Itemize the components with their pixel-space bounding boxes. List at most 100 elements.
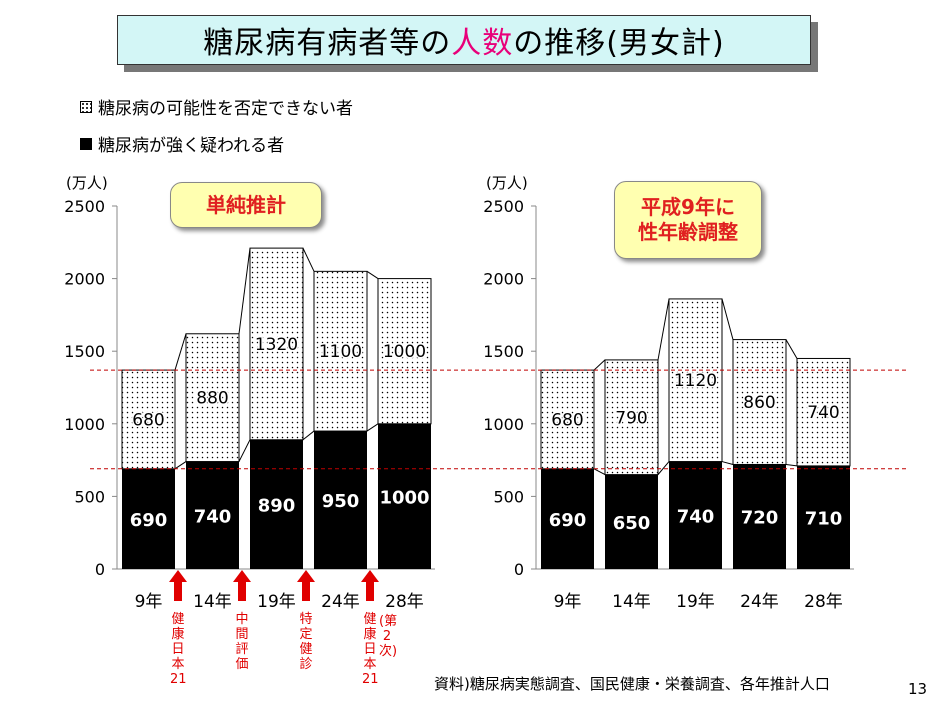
up-arrow-icon xyxy=(169,570,187,601)
title-post: の推移(男女計) xyxy=(513,26,725,61)
left-unit-label: (万人) xyxy=(66,174,108,192)
series-connector-mid xyxy=(174,461,187,470)
bar-possible xyxy=(796,357,851,467)
value-label-possible: 740 xyxy=(807,403,839,423)
series-connector-top xyxy=(302,247,315,272)
series-connector-mid xyxy=(657,461,670,475)
bar-possible xyxy=(604,359,659,476)
series-connector-top xyxy=(657,298,670,361)
bar-strong xyxy=(378,423,431,569)
event-label-line: 評 xyxy=(235,642,249,657)
bar-possible xyxy=(732,339,787,465)
value-label-possible: 880 xyxy=(196,389,228,409)
series-connector-top xyxy=(238,248,251,334)
series-connector-mid xyxy=(302,430,315,441)
legend-item-possible: 糖尿病の可能性を否定できない者 xyxy=(80,94,353,119)
bar-possible xyxy=(668,298,723,463)
event-arrows xyxy=(169,570,379,601)
left-note-text: 単純推計 xyxy=(206,192,286,217)
y-tick-label: 0 xyxy=(95,560,105,579)
event-label-line: 21 xyxy=(362,672,379,687)
value-label-strong: 690 xyxy=(549,510,587,531)
right-note-line-1: 平成9年に xyxy=(641,195,735,219)
dotted-swatch-icon xyxy=(80,100,92,113)
slide-title: 糖尿病有病者等の 人数 の推移(男女計) xyxy=(117,15,811,65)
value-label-strong: 740 xyxy=(194,506,232,527)
legend-label-possible: 糖尿病の可能性を否定できない者 xyxy=(98,99,353,119)
bar-strong xyxy=(186,461,239,569)
event-label-line: 本 xyxy=(363,657,377,672)
bar-possible xyxy=(185,333,240,463)
event-label-line: 間 xyxy=(235,627,249,642)
value-label-strong: 720 xyxy=(741,508,779,529)
bar-strong xyxy=(122,468,175,569)
event-label-line: 日 xyxy=(363,642,377,657)
bar-possible xyxy=(377,278,432,425)
value-label-strong: 710 xyxy=(805,508,843,529)
event-label-line: 診 xyxy=(299,657,313,672)
bar-strong xyxy=(733,464,786,569)
value-label-strong: 690 xyxy=(130,510,168,531)
value-label-strong: 890 xyxy=(258,495,296,516)
y-tick-label: 2000 xyxy=(483,270,524,289)
value-label-strong: 950 xyxy=(322,491,360,512)
left-note-box: 単純推計 xyxy=(170,182,322,228)
value-label-possible: 790 xyxy=(615,408,647,428)
right-unit-label: (万人) xyxy=(486,174,528,192)
series-connector-top xyxy=(174,333,187,371)
bar-possible xyxy=(540,369,595,470)
bar-strong xyxy=(541,468,594,569)
category-label: 19年 xyxy=(257,592,296,612)
category-label: 24年 xyxy=(321,592,360,612)
value-label-possible: 680 xyxy=(132,410,164,430)
event-label: 特定健診 xyxy=(298,612,314,672)
event-label-line: 価 xyxy=(235,657,249,672)
source-note: 資料)糖尿病実態調査、国民健康・栄養調査、各年推計人口 xyxy=(434,675,830,693)
y-tick-label: 2000 xyxy=(64,270,105,289)
bar-strong xyxy=(797,465,850,569)
up-arrow-icon xyxy=(361,570,379,601)
bar-strong xyxy=(250,439,303,569)
category-label: 9年 xyxy=(135,592,163,612)
legend-item-strong: 糖尿病が強く疑われる者 xyxy=(80,131,284,156)
y-tick-label: 1500 xyxy=(483,342,524,361)
event-label-line: 日 xyxy=(171,642,185,657)
value-label-possible: 1000 xyxy=(383,342,426,362)
series-connector-top xyxy=(785,339,798,359)
y-tick-label: 0 xyxy=(514,560,524,579)
event-label-line: 特 xyxy=(299,612,313,627)
right-note-line-2: 性年齢調整 xyxy=(638,220,738,244)
event-label-line: 21 xyxy=(170,672,187,687)
event-label-line: (第 xyxy=(379,614,398,629)
series-connector-mid xyxy=(238,439,251,462)
series-connector-mid xyxy=(366,423,379,432)
page-number: 13 xyxy=(908,680,928,698)
event-label: 健康日本 21 xyxy=(170,612,187,687)
y-tick-label: 2500 xyxy=(483,197,524,216)
event-label-line: 定 xyxy=(299,627,313,642)
value-label-possible: 1120 xyxy=(674,371,717,391)
y-tick-label: 1000 xyxy=(483,415,524,434)
up-arrow-icon xyxy=(233,570,251,601)
y-tick-label: 500 xyxy=(74,487,105,506)
event-label: 中間評価 xyxy=(234,612,250,672)
event-label-line: 次) xyxy=(379,644,398,659)
series-connector-mid xyxy=(721,461,734,465)
black-swatch-icon xyxy=(80,137,92,150)
event-label: 健康日本 21 xyxy=(362,612,379,687)
value-label-possible: 860 xyxy=(743,393,775,413)
category-label: 28年 xyxy=(385,592,424,612)
event-label: (第 2 次) xyxy=(379,614,398,659)
value-label-possible: 1100 xyxy=(319,342,362,362)
series-connector-mid xyxy=(593,468,606,476)
bar-strong xyxy=(669,461,722,569)
y-tick-label: 500 xyxy=(493,487,524,506)
bar-strong xyxy=(314,431,367,569)
category-label: 19年 xyxy=(676,592,715,612)
series-connector-mid xyxy=(785,463,798,467)
category-label: 9年 xyxy=(554,592,582,612)
category-label: 14年 xyxy=(612,592,651,612)
category-label: 28年 xyxy=(804,592,843,612)
event-label-line: 本 xyxy=(171,657,185,672)
reference-lines xyxy=(90,369,908,470)
